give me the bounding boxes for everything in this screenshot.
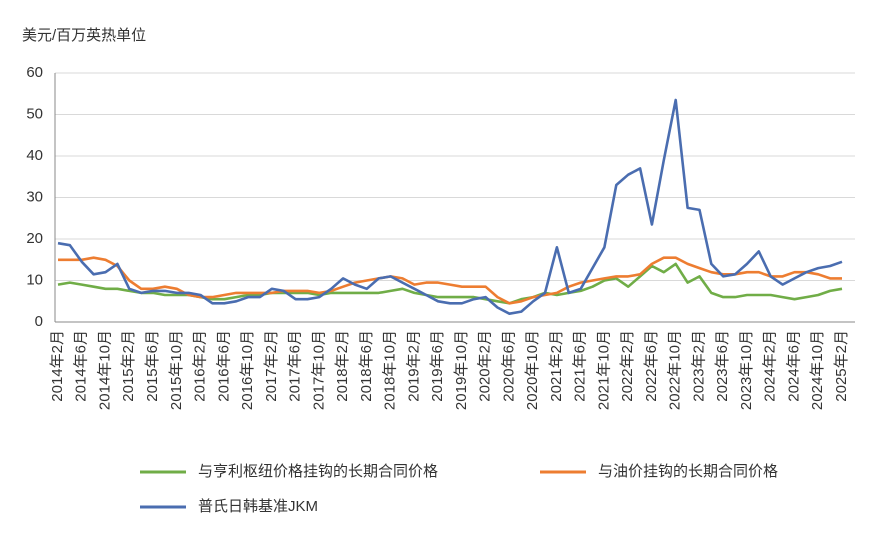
x-tick-label: 2018年10月 <box>382 330 399 410</box>
legend-label: 普氏日韩基准JKM <box>198 498 318 515</box>
y-tick-label: 10 <box>26 271 43 288</box>
x-tick-label: 2025年2月 <box>833 330 850 402</box>
x-tick-label: 2015年6月 <box>144 330 161 402</box>
y-tick-label: 40 <box>26 147 43 164</box>
x-tick-label: 2019年2月 <box>405 330 422 402</box>
x-tick-label: 2024年6月 <box>785 330 802 402</box>
y-tick-label: 30 <box>26 188 43 205</box>
y-tick-label: 50 <box>26 105 43 122</box>
y-tick-label: 20 <box>26 230 43 247</box>
series-line <box>58 256 842 305</box>
x-tick-label: 2021年10月 <box>595 330 612 410</box>
x-tick-label: 2016年6月 <box>215 330 232 402</box>
legend-label: 与亨利枢纽价格挂钩的长期合同价格 <box>198 463 438 480</box>
x-tick-label: 2024年10月 <box>809 330 826 410</box>
x-tick-label: 2020年10月 <box>524 330 541 410</box>
x-tick-label: 2017年10月 <box>310 330 327 410</box>
x-tick-label: 2023年2月 <box>690 330 707 402</box>
y-axis-label: 美元/百万英热单位 <box>22 26 146 44</box>
x-tick-label: 2018年2月 <box>334 330 351 402</box>
x-tick-label: 2014年2月 <box>49 330 66 402</box>
x-tick-label: 2022年2月 <box>619 330 636 402</box>
x-tick-label: 2023年10月 <box>738 330 755 410</box>
x-tick-label: 2014年6月 <box>73 330 90 402</box>
x-tick-label: 2022年10月 <box>667 330 684 410</box>
x-tick-label: 2023年6月 <box>714 330 731 402</box>
x-tick-label: 2017年2月 <box>263 330 280 402</box>
x-tick-label: 2020年2月 <box>477 330 494 402</box>
x-tick-label: 2015年2月 <box>120 330 137 402</box>
x-tick-label: 2021年6月 <box>572 330 589 402</box>
x-tick-label: 2016年10月 <box>239 330 256 410</box>
y-tick-label: 0 <box>35 313 43 330</box>
x-tick-label: 2024年2月 <box>762 330 779 402</box>
x-tick-label: 2016年2月 <box>192 330 209 402</box>
y-tick-label: 60 <box>26 64 43 81</box>
x-tick-label: 2019年6月 <box>429 330 446 402</box>
x-tick-label: 2019年10月 <box>453 330 470 410</box>
x-tick-label: 2022年6月 <box>643 330 660 402</box>
legend-label: 与油价挂钩的长期合同价格 <box>598 463 778 480</box>
x-tick-label: 2021年2月 <box>548 330 565 402</box>
x-tick-label: 2020年6月 <box>500 330 517 402</box>
x-tick-label: 2015年10月 <box>168 330 185 410</box>
x-tick-label: 2018年6月 <box>358 330 375 402</box>
x-tick-label: 2014年10月 <box>96 330 113 410</box>
series-line <box>57 98 843 315</box>
x-tick-label: 2017年6月 <box>287 330 304 402</box>
